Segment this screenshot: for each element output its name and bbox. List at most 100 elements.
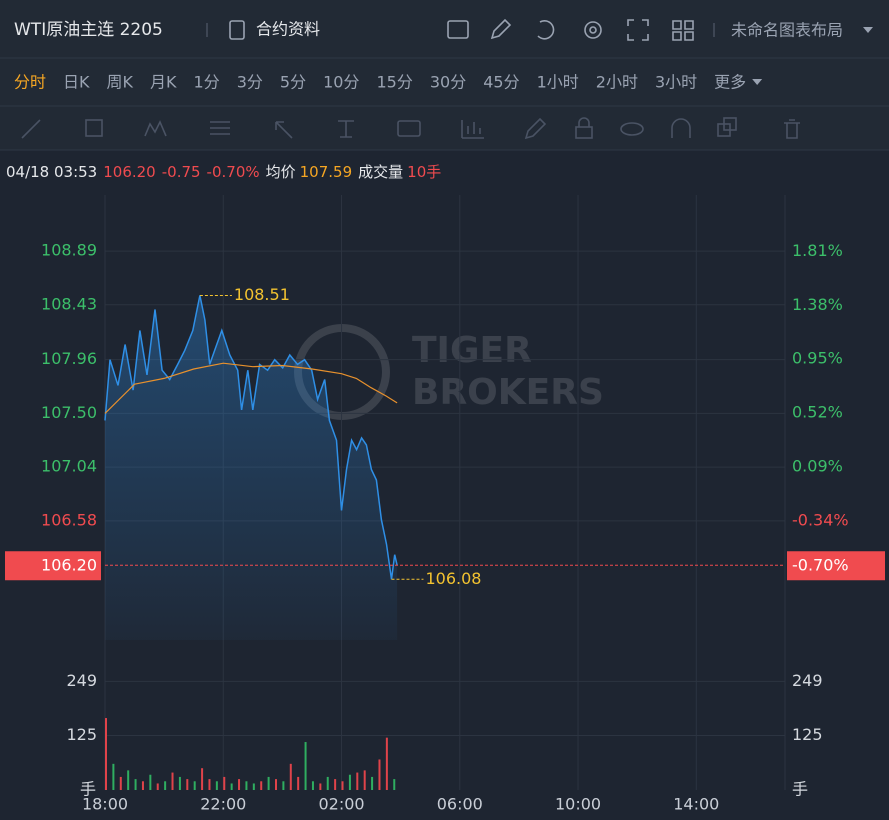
volume-unit: 手 (792, 780, 808, 799)
extreme-label: 106.08 (425, 569, 481, 588)
tool-icon[interactable] (210, 121, 230, 135)
price-line (104, 295, 398, 580)
volume-label: 成交量 (358, 163, 403, 181)
layout-label: 未命名图表布局 (731, 21, 843, 40)
period-tab[interactable]: 日K (63, 73, 90, 92)
period-tab[interactable]: 3小时 (655, 73, 697, 92)
tool-icon[interactable] (461, 120, 484, 139)
last-price-label: 106.20 (41, 556, 97, 575)
icon (490, 18, 512, 40)
period-tab[interactable]: 周K (107, 73, 134, 92)
icon (672, 20, 694, 41)
volume-bar (156, 783, 159, 790)
avg-value: 107.59 (300, 163, 353, 181)
period-tab[interactable]: 更多 (714, 73, 746, 92)
period-tab[interactable]: 3分 (237, 73, 263, 92)
tool-icon[interactable] (575, 126, 593, 139)
watermark-text: BROKERS (412, 372, 604, 413)
period-tab[interactable]: 30分 (430, 73, 466, 92)
tool-icon[interactable] (85, 119, 103, 137)
instrument-title: WTI原油主连 2205 (14, 20, 163, 40)
y-tick-label: 107.50 (41, 403, 97, 422)
x-tick-label: 14:00 (673, 795, 719, 814)
icon (589, 26, 597, 34)
y2-tick-label: 0.09% (792, 457, 843, 476)
chart-icons[interactable] (447, 18, 694, 41)
last-price-box (5, 551, 101, 581)
volume-bar (319, 783, 322, 790)
y-tick-label: 106.58 (41, 510, 97, 529)
x-tick-label: 02:00 (318, 795, 364, 814)
volume-bar (341, 781, 344, 790)
volume-bar (385, 737, 388, 790)
volume-bar (260, 781, 263, 790)
quote-change: -0.75 (162, 163, 201, 181)
period-tab[interactable]: 45分 (483, 73, 519, 92)
tool-icon[interactable] (21, 119, 41, 139)
volume-bar (297, 776, 300, 790)
y-tick-label: 107.04 (41, 457, 97, 476)
volume-bar (112, 763, 115, 790)
tool-icon[interactable] (144, 120, 167, 137)
period-tab[interactable]: 15分 (376, 73, 412, 92)
volume-bar (186, 779, 189, 790)
extreme-label: 108.51 (234, 285, 290, 304)
period-tab[interactable]: 分时 (14, 73, 46, 92)
volume-bar (371, 776, 374, 790)
avg-label: 均价 (266, 163, 296, 181)
volume-bar (178, 776, 181, 790)
quote-change-pct: -0.70% (207, 163, 260, 181)
volume-unit: 手 (80, 780, 96, 799)
volume-bar (393, 779, 396, 790)
period-tab[interactable]: 月K (150, 73, 177, 92)
tool-icon[interactable] (397, 120, 421, 137)
volume-bar (326, 776, 329, 790)
volume-bar (289, 763, 292, 790)
y2-tick-label: 1.81% (792, 241, 843, 260)
last-pct-box (787, 551, 885, 581)
period-tab[interactable]: 1分 (194, 73, 220, 92)
volume-bar (215, 781, 218, 790)
period-tab[interactable]: 5分 (280, 73, 306, 92)
x-tick-label: 18:00 (82, 795, 128, 814)
tool-icon[interactable] (275, 121, 293, 139)
volume-bar (363, 770, 366, 790)
watermark-text: TIGER (412, 330, 532, 371)
y2-tick-label: 1.38% (792, 295, 843, 314)
last-pct-label: -0.70% (792, 556, 849, 575)
volume-bar (164, 781, 167, 790)
volume-bar (311, 781, 314, 790)
period-tab[interactable]: 1小时 (537, 73, 579, 92)
icon (584, 21, 602, 39)
volume-bar (127, 770, 130, 790)
contract-info-label: 合约资料 (256, 20, 320, 39)
tool-icon[interactable] (620, 122, 644, 136)
period-tabs: 分时 日K 周K 月K 1分 3分 5分 10分 15分 30分 45分 1小时 2小时 3小时 更多 (14, 73, 763, 92)
tool-icon[interactable] (723, 117, 737, 131)
period-tab[interactable]: 2小时 (596, 73, 638, 92)
contract-info-button[interactable]: 合约资料 (229, 20, 320, 40)
layout-dropdown[interactable]: 未命名图表布局 (731, 21, 873, 40)
volume-tick-label: 249 (66, 671, 97, 690)
tool-icon[interactable] (338, 120, 354, 138)
volume-bar (282, 781, 285, 790)
period-tab[interactable]: 10分 (323, 73, 359, 92)
volume-bar (149, 774, 152, 790)
tool-icon[interactable] (578, 117, 590, 127)
y-tick-label: 108.43 (41, 294, 97, 313)
icon (627, 19, 649, 41)
doc-icon (229, 20, 245, 40)
tool-icon[interactable] (671, 118, 691, 138)
caret (863, 27, 873, 33)
volume-bar (348, 774, 351, 790)
volume-tick-label: 125 (66, 725, 97, 744)
icon (447, 20, 469, 39)
tool-icon[interactable] (524, 117, 547, 140)
y-tick-label: 108.89 (41, 241, 97, 260)
volume-bar (356, 772, 359, 790)
tool-icon[interactable] (784, 119, 800, 139)
volume-value: 10手 (407, 163, 441, 181)
volume-bar (141, 781, 144, 790)
